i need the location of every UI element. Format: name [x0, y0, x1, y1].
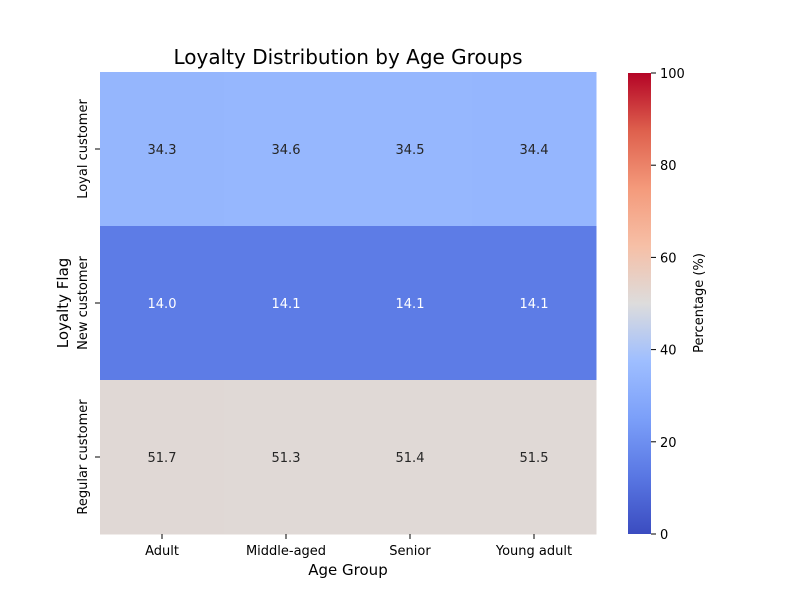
- heatmap-cells: [100, 72, 597, 535]
- colorbar-tick-label: 100: [660, 67, 685, 82]
- chart-title: Loyalty Distribution by Age Groups: [174, 45, 523, 69]
- heatmap-cell: [348, 380, 473, 535]
- heatmap-cell: [224, 72, 349, 227]
- heatmap-cell: [348, 72, 473, 227]
- colorbar-tick-label: 60: [660, 251, 677, 266]
- cell-value-label: 51.4: [396, 451, 425, 466]
- heatmap-cell: [224, 226, 349, 381]
- y-tick-label: Loyal customer: [76, 99, 91, 199]
- colorbar-tick-label: 20: [660, 436, 677, 451]
- cell-value-label: 51.7: [148, 451, 177, 466]
- x-tick-label: Senior: [389, 544, 431, 559]
- heatmap-cell: [348, 226, 473, 381]
- x-axis: Adult Middle-aged Senior Young adult: [145, 534, 572, 559]
- heatmap-cell: [100, 226, 225, 381]
- x-tick-label: Middle-aged: [246, 544, 326, 559]
- cell-value-label: 34.3: [148, 143, 177, 158]
- cell-value-label: 51.3: [272, 451, 301, 466]
- colorbar-gradient: [628, 73, 651, 534]
- x-axis-label: Age Group: [308, 561, 387, 579]
- x-tick-label: Young adult: [495, 544, 572, 559]
- cell-value-label: 34.4: [520, 143, 549, 158]
- cell-value-label: 51.5: [520, 451, 549, 466]
- heatmap-cell-labels: 34.3 34.6 34.5 34.4 14.0 14.1 14.1 14.1 51.7 51.3…: [148, 143, 549, 466]
- cell-value-label: 14.1: [520, 297, 549, 312]
- x-tick-label: Adult: [145, 544, 179, 559]
- heatmap-cell: [472, 380, 597, 535]
- y-axis-label: Loyalty Flag: [54, 258, 72, 349]
- heatmap-cell: [472, 72, 597, 227]
- cell-value-label: 34.6: [272, 143, 301, 158]
- y-axis: Loyal customer New customer Regular custom…: [76, 99, 100, 515]
- colorbar-label: Percentage (%): [692, 253, 707, 353]
- colorbar: 0 20 40 60 80 100 Percentage (%): [628, 67, 707, 543]
- cell-value-label: 14.1: [272, 297, 301, 312]
- heatmap-cell: [100, 72, 225, 227]
- cell-value-label: 14.0: [148, 297, 177, 312]
- y-tick-label: New customer: [76, 256, 91, 350]
- cell-value-label: 34.5: [396, 143, 425, 158]
- colorbar-tick-label: 80: [660, 159, 677, 174]
- colorbar-tick-label: 40: [660, 344, 677, 359]
- heatmap-cell: [472, 226, 597, 381]
- y-tick-label: Regular customer: [76, 399, 91, 515]
- colorbar-ticks: 0 20 40 60 80 100: [651, 67, 685, 543]
- heatmap-cell: [224, 380, 349, 535]
- cell-value-label: 14.1: [396, 297, 425, 312]
- heatmap-cell: [100, 380, 225, 535]
- colorbar-tick-label: 0: [660, 528, 668, 543]
